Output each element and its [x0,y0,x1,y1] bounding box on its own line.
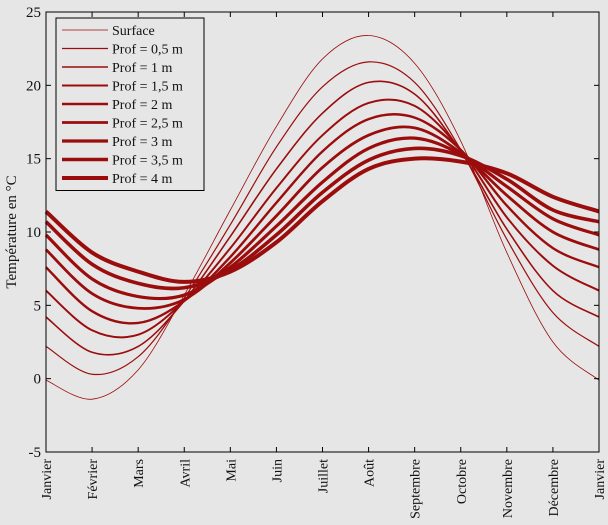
series-line-7 [44,136,600,301]
x-tick-label: Mai [224,459,239,482]
legend-label-4: Prof = 1,5 m [112,80,183,95]
y-tick-label: 5 [34,298,42,314]
legend-label-9: Prof = 4 m [112,172,173,187]
legend-label-2: Prof = 0,5 m [112,43,183,58]
y-tick-label: 10 [26,225,41,241]
series-line-5 [45,113,600,325]
legend-label-3: Prof = 1 m [112,61,173,76]
series-line-3 [45,80,600,356]
y-tick-label: 0 [34,372,42,388]
axes-layer: -5 0 5 10 15 20 25 Janvier Février Mars Avril Mai Ju… [26,5,608,519]
x-tick-label: Juillet [317,459,332,493]
y-tick-label: 20 [26,78,41,94]
x-tick-label: Juin [270,459,285,482]
series-layer [44,35,600,400]
y-tick-label: -5 [29,445,42,461]
series-line-8 [44,146,600,291]
legend: Surface Prof = 0,5 m Prof = 1 m Prof = 1,5 … [55,17,205,191]
x-tick-label: Septembre [409,459,424,519]
x-tick-label: Avril [178,459,193,488]
x-tick-label: Janvier [593,459,608,500]
legend-label-8: Prof = 3,5 m [112,154,183,169]
series-line-4 [45,98,600,339]
x-tick-label: Mars [132,459,147,488]
x-tick-label: Janvier [40,459,55,500]
x-tick-label: Août [363,459,378,487]
legend-label-5: Prof = 2 m [112,98,173,113]
series-line-2 [45,61,600,376]
x-tick-label: Décembre [547,459,562,517]
series-line-1 [45,35,600,400]
x-tick-label: Février [86,459,101,500]
series-line-9 [44,156,600,284]
series-line-6 [45,125,600,310]
x-tick-label: Octobre [455,459,470,504]
y-axis-label: Température en °C [4,175,20,288]
y-tick-label: 25 [26,5,41,21]
legend-label-6: Prof = 2,5 m [112,117,183,132]
y-tick-label: 15 [26,152,41,168]
legend-label-7: Prof = 3 m [112,135,173,150]
legend-label-1: Surface [112,24,155,39]
x-tick-label: Novembre [501,459,516,518]
